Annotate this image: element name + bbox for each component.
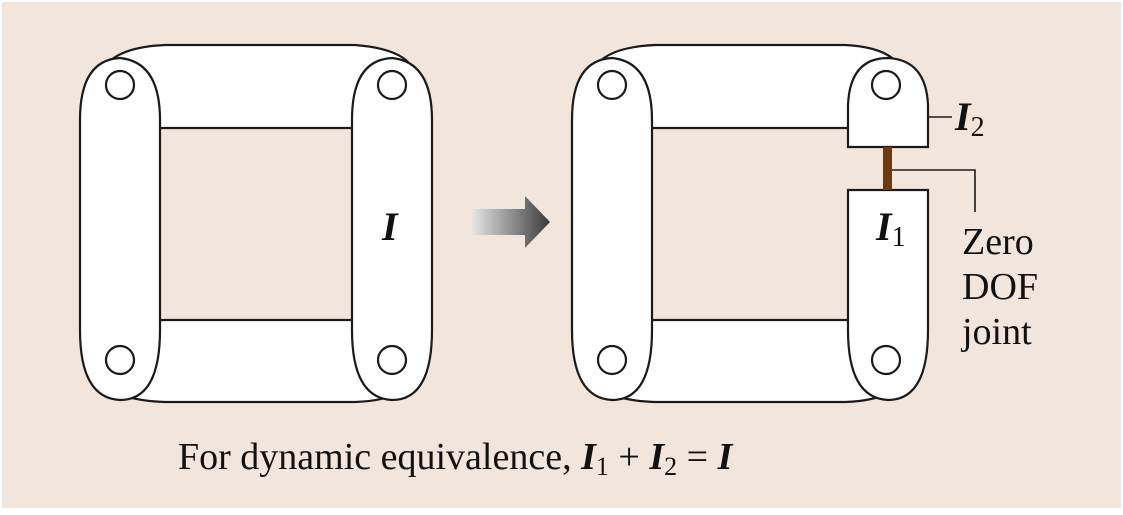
- left-joint-bottom-right: [376, 344, 408, 376]
- i1-symbol: I: [875, 204, 893, 249]
- transform-arrow: [472, 196, 550, 248]
- right-joint-top-left: [596, 69, 628, 101]
- left-left-link: [78, 56, 162, 402]
- left-loop: I: [78, 43, 434, 404]
- caption: For dynamic equivalence, I1 + I2 = I: [178, 436, 734, 481]
- i1-label: I1: [875, 204, 906, 253]
- joint-label-line3: joint: [960, 311, 1032, 353]
- i2-symbol: I: [954, 94, 972, 139]
- caption-sub-2: 2: [664, 452, 677, 481]
- caption-equals: =: [677, 436, 717, 478]
- left-right-link: [350, 56, 434, 402]
- i2-label: I2: [954, 94, 985, 143]
- right-joint-bottom-right: [870, 344, 902, 376]
- caption-plus: +: [609, 436, 649, 478]
- arrow-shape: [472, 196, 550, 248]
- joint-label-line1: Zero: [962, 221, 1034, 263]
- i1-subscript: 1: [892, 222, 906, 253]
- right-joint-bottom-left: [596, 344, 628, 376]
- lower-piece-i1: [846, 188, 930, 402]
- joint-label-line2: DOF: [962, 266, 1038, 308]
- upper-piece-i2: [846, 56, 930, 149]
- i2-subscript: 2: [971, 112, 985, 143]
- caption-term-3: I: [717, 436, 734, 478]
- caption-sub-1: 1: [596, 452, 609, 481]
- zero-dof-joint-bar: [883, 147, 892, 190]
- right-left-link: [570, 56, 654, 402]
- caption-prefix: For dynamic equivalence,: [178, 436, 581, 478]
- right-joint-top-right: [870, 69, 902, 101]
- left-joint-top-right: [376, 69, 408, 101]
- right-loop: I1 I2 Zero DOF joint: [570, 43, 1038, 404]
- caption-term-2: I: [648, 436, 665, 478]
- caption-term-1: I: [580, 436, 597, 478]
- left-joint-bottom-left: [104, 344, 136, 376]
- left-joint-top-left: [104, 69, 136, 101]
- joint-leader-line: [892, 169, 976, 212]
- left-inertia-label: I: [381, 204, 399, 249]
